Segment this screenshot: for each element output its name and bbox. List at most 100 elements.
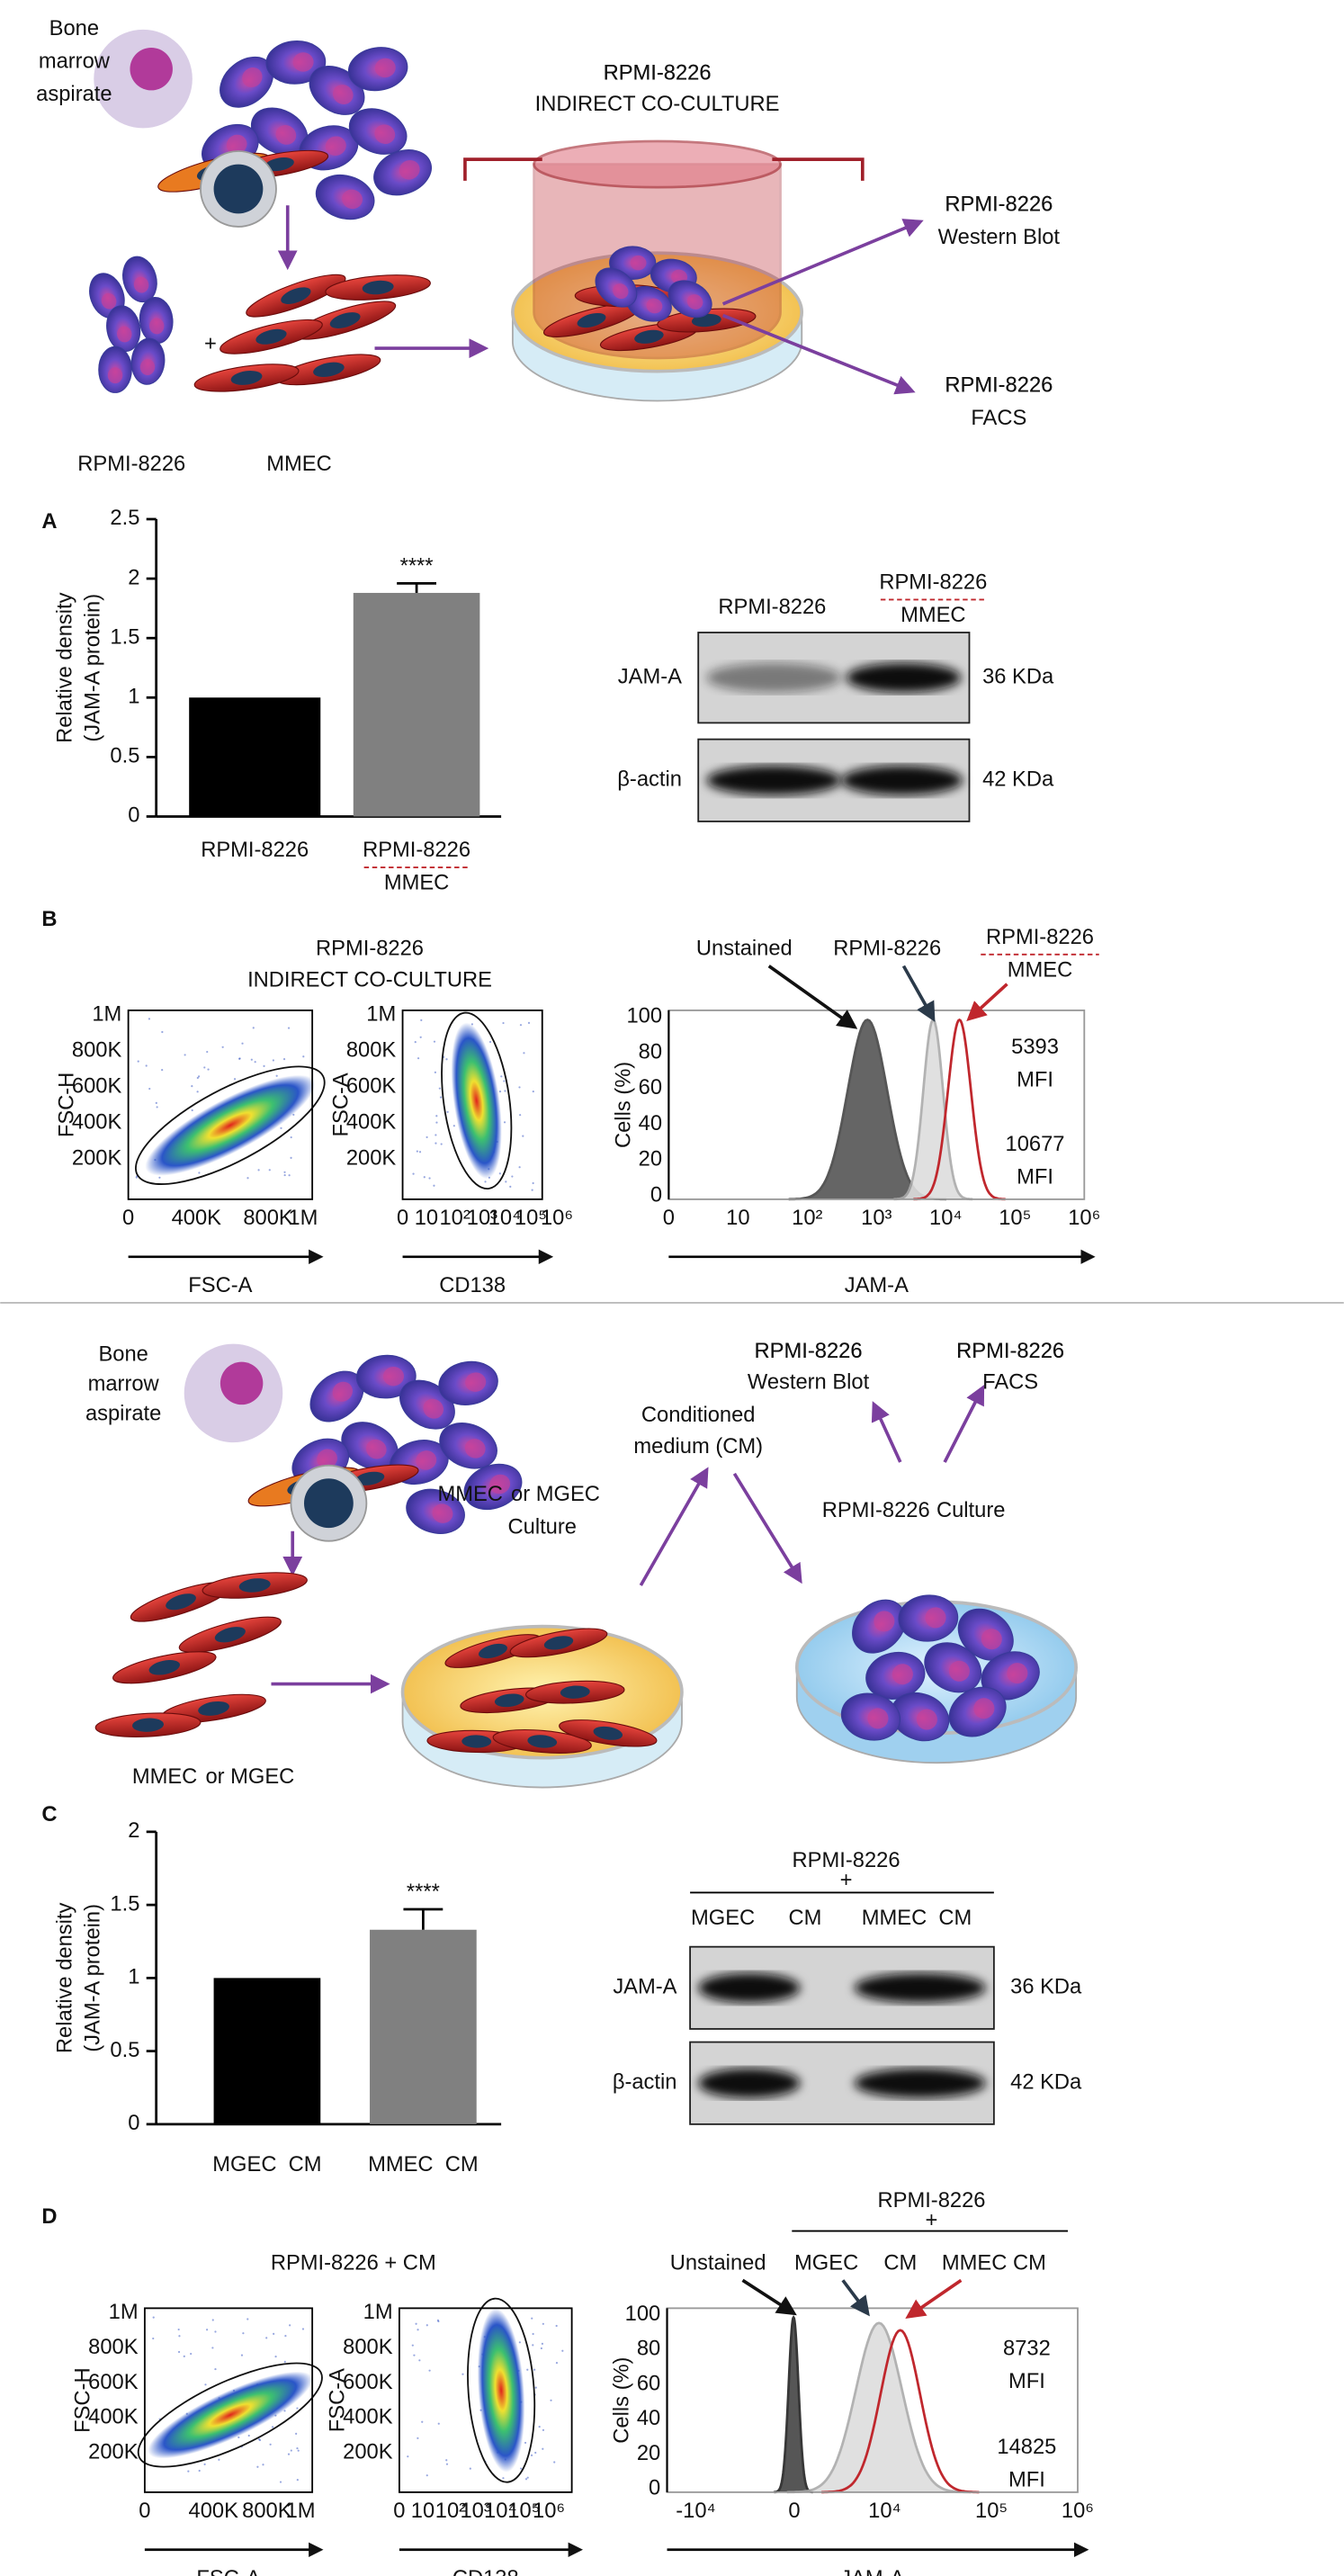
tumor-cell	[315, 175, 375, 220]
y-tick-label: 200K	[346, 1146, 397, 1170]
x-tick-label: 10³	[461, 2500, 491, 2523]
event-dot	[418, 1151, 422, 1153]
y-tick-label: 600K	[346, 1074, 397, 1098]
event-dot	[436, 2319, 440, 2321]
x-tick-label: 10⁴	[484, 2500, 517, 2523]
tumor-cell	[852, 1599, 907, 1654]
y-tick-label: 100	[626, 1004, 662, 1028]
y-tick-label: 1	[128, 1966, 139, 1989]
x-tick-label: RPMI-8226	[201, 839, 309, 862]
event-dot	[469, 2467, 471, 2470]
event-dot	[411, 2344, 414, 2347]
event-dot	[524, 2441, 527, 2445]
event-dot	[452, 1125, 455, 1127]
event-dot	[246, 2318, 249, 2320]
endothelial-cell	[559, 1719, 658, 1747]
label: or MGEC	[205, 1765, 294, 1789]
event-dot	[214, 2330, 217, 2333]
x-tick-label: 0	[139, 2500, 150, 2523]
event-dot	[542, 2428, 545, 2431]
nucleus	[416, 1450, 437, 1470]
label: RPMI-8226	[604, 61, 712, 85]
nucleus	[560, 1685, 590, 1699]
nucleus	[133, 276, 149, 293]
x-tick-label: 10	[411, 2500, 435, 2523]
band	[854, 2068, 986, 2098]
y-axis-label: Relative density	[54, 592, 77, 743]
nucleus	[593, 1726, 623, 1740]
y-tick-label: 2	[128, 566, 139, 589]
event-dot	[550, 2399, 552, 2401]
event-dot	[418, 2359, 421, 2362]
label: +	[840, 1869, 853, 1892]
label: RPMI-8226	[945, 373, 1053, 397]
endothelial-cell	[509, 1628, 608, 1658]
y-tick-label: 600K	[88, 2371, 139, 2394]
label: FACS	[971, 407, 1026, 430]
event-dot	[555, 2324, 558, 2328]
panel-title: RPMI-8226	[316, 938, 424, 961]
lane-label: MMEC CM	[862, 1907, 972, 1930]
label: Western Blot	[938, 226, 1061, 249]
label: FACS	[982, 1371, 1038, 1395]
event-dot	[145, 1064, 148, 1067]
lane-label: RPMI-8226	[879, 570, 987, 594]
event-dot	[233, 1078, 237, 1081]
x-tick-label: MMEC	[384, 872, 449, 895]
y-tick-label: 800K	[72, 1039, 122, 1063]
nucleus	[613, 283, 629, 300]
y-axis-label: Relative density	[54, 1903, 77, 2054]
event-dot	[524, 2478, 528, 2481]
nucleus	[264, 157, 294, 172]
y-tick-label: 200K	[343, 2441, 393, 2464]
y-tick-label: 400K	[346, 1110, 397, 1134]
event-dot	[542, 2447, 544, 2450]
y-tick-label: 40	[639, 1112, 662, 1135]
event-dot	[426, 2474, 428, 2477]
event-dot	[519, 1024, 523, 1027]
nucleus	[342, 189, 363, 210]
event-dot	[532, 2344, 534, 2347]
event-dot	[161, 1030, 164, 1034]
nucleus	[634, 329, 664, 344]
bar	[213, 1978, 321, 2124]
event-dot	[265, 2337, 268, 2339]
tumor-cell	[309, 1370, 364, 1423]
event-dot	[148, 1087, 151, 1091]
tumor-cell	[106, 305, 141, 353]
label: RPMI-8226	[945, 193, 1053, 217]
x-tick-label: 10⁴	[488, 1207, 522, 1230]
tumor-cell	[668, 280, 712, 319]
band	[698, 1972, 801, 2003]
event-dot	[284, 2335, 287, 2338]
y-tick-label: 0.5	[110, 2039, 139, 2062]
event-dot	[241, 1042, 244, 1045]
y-tick-label: 800K	[343, 2336, 393, 2359]
x-tick-label: 10²	[792, 1207, 822, 1230]
tumor-cell	[924, 1642, 982, 1693]
endothelial-cell	[178, 1616, 282, 1653]
nucleus	[981, 1629, 1002, 1650]
event-dot	[532, 2332, 534, 2336]
x-tick-label: 10⁶	[1068, 1207, 1100, 1230]
tumor-cell	[957, 1608, 1014, 1661]
x-axis-label: FSC-A	[196, 2567, 260, 2576]
density-cloud	[477, 2308, 525, 2473]
label: 5393	[1011, 1036, 1059, 1059]
panel-title: INDIRECT CO-CULTURE	[247, 968, 492, 992]
nucleus	[139, 359, 156, 376]
event-dot	[502, 1021, 505, 1025]
protein-label: β-actin	[613, 2070, 677, 2094]
nucleus	[242, 67, 263, 88]
label: RPMI-8226	[755, 1340, 863, 1363]
band	[846, 662, 962, 693]
event-dot	[439, 1096, 443, 1099]
event-dot	[445, 1058, 448, 1061]
protein-label: JAM-A	[618, 665, 682, 688]
nucleus	[423, 1398, 444, 1419]
event-dot	[196, 1076, 199, 1080]
label: marrow	[88, 1372, 160, 1396]
panel-letter: C	[41, 1803, 57, 1827]
bar	[189, 697, 321, 817]
event-dot	[156, 1106, 158, 1108]
